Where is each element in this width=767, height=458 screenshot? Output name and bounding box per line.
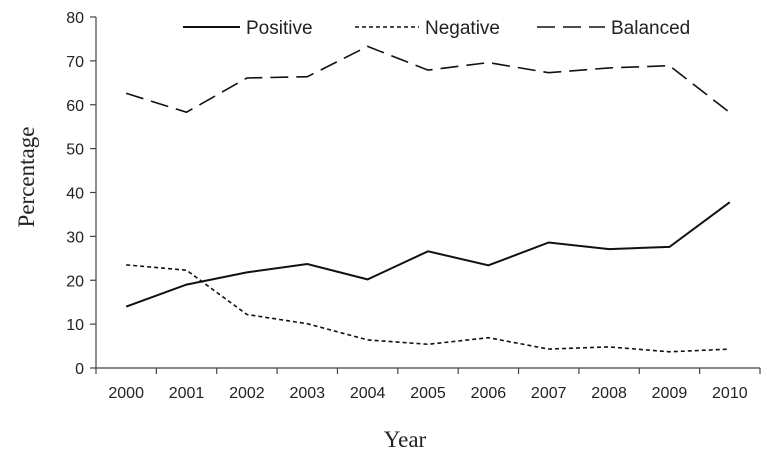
series-lines	[125, 45, 731, 353]
y-axis-ticks: 0 10 20 30 40 50 60 70 80	[66, 10, 96, 378]
y-tick-label: 10	[66, 317, 84, 334]
y-tick-label: 50	[66, 142, 84, 159]
y-tick-label: 20	[66, 273, 84, 290]
x-tick-label: 2000	[108, 385, 144, 402]
x-tick-label: 2008	[591, 385, 627, 402]
series-line-balanced	[125, 45, 731, 114]
legend: Positive Negative Balanced	[183, 18, 690, 39]
y-tick-label: 40	[66, 186, 84, 203]
x-tick-label: 2006	[471, 385, 507, 402]
x-tick-label: 2001	[169, 385, 205, 402]
legend-label-balanced: Balanced	[611, 18, 690, 39]
x-tick-label: 2002	[229, 385, 265, 402]
x-tick-label: 2009	[652, 385, 688, 402]
y-axis-title: Percentage	[14, 127, 39, 228]
y-tick-label: 60	[66, 98, 84, 115]
legend-label-positive: Positive	[246, 18, 313, 39]
x-tick-label: 2007	[531, 385, 567, 402]
x-axis-ticks: 2000 2001 2002 2003 2004 2005 2006 2007 2008 2009…	[95, 368, 761, 402]
x-tick-label: 2010	[712, 385, 748, 402]
legend-label-negative: Negative	[425, 18, 500, 39]
x-tick-label: 2005	[410, 385, 446, 402]
y-tick-label: 70	[66, 54, 84, 71]
y-tick-label: 30	[66, 229, 84, 246]
x-tick-label: 2004	[350, 385, 386, 402]
y-tick-label: 80	[66, 10, 84, 27]
y-tick-label: 0	[75, 361, 84, 378]
x-axis-title: Year	[384, 427, 427, 452]
x-tick-label: 2003	[289, 385, 325, 402]
series-line-positive	[125, 201, 731, 308]
